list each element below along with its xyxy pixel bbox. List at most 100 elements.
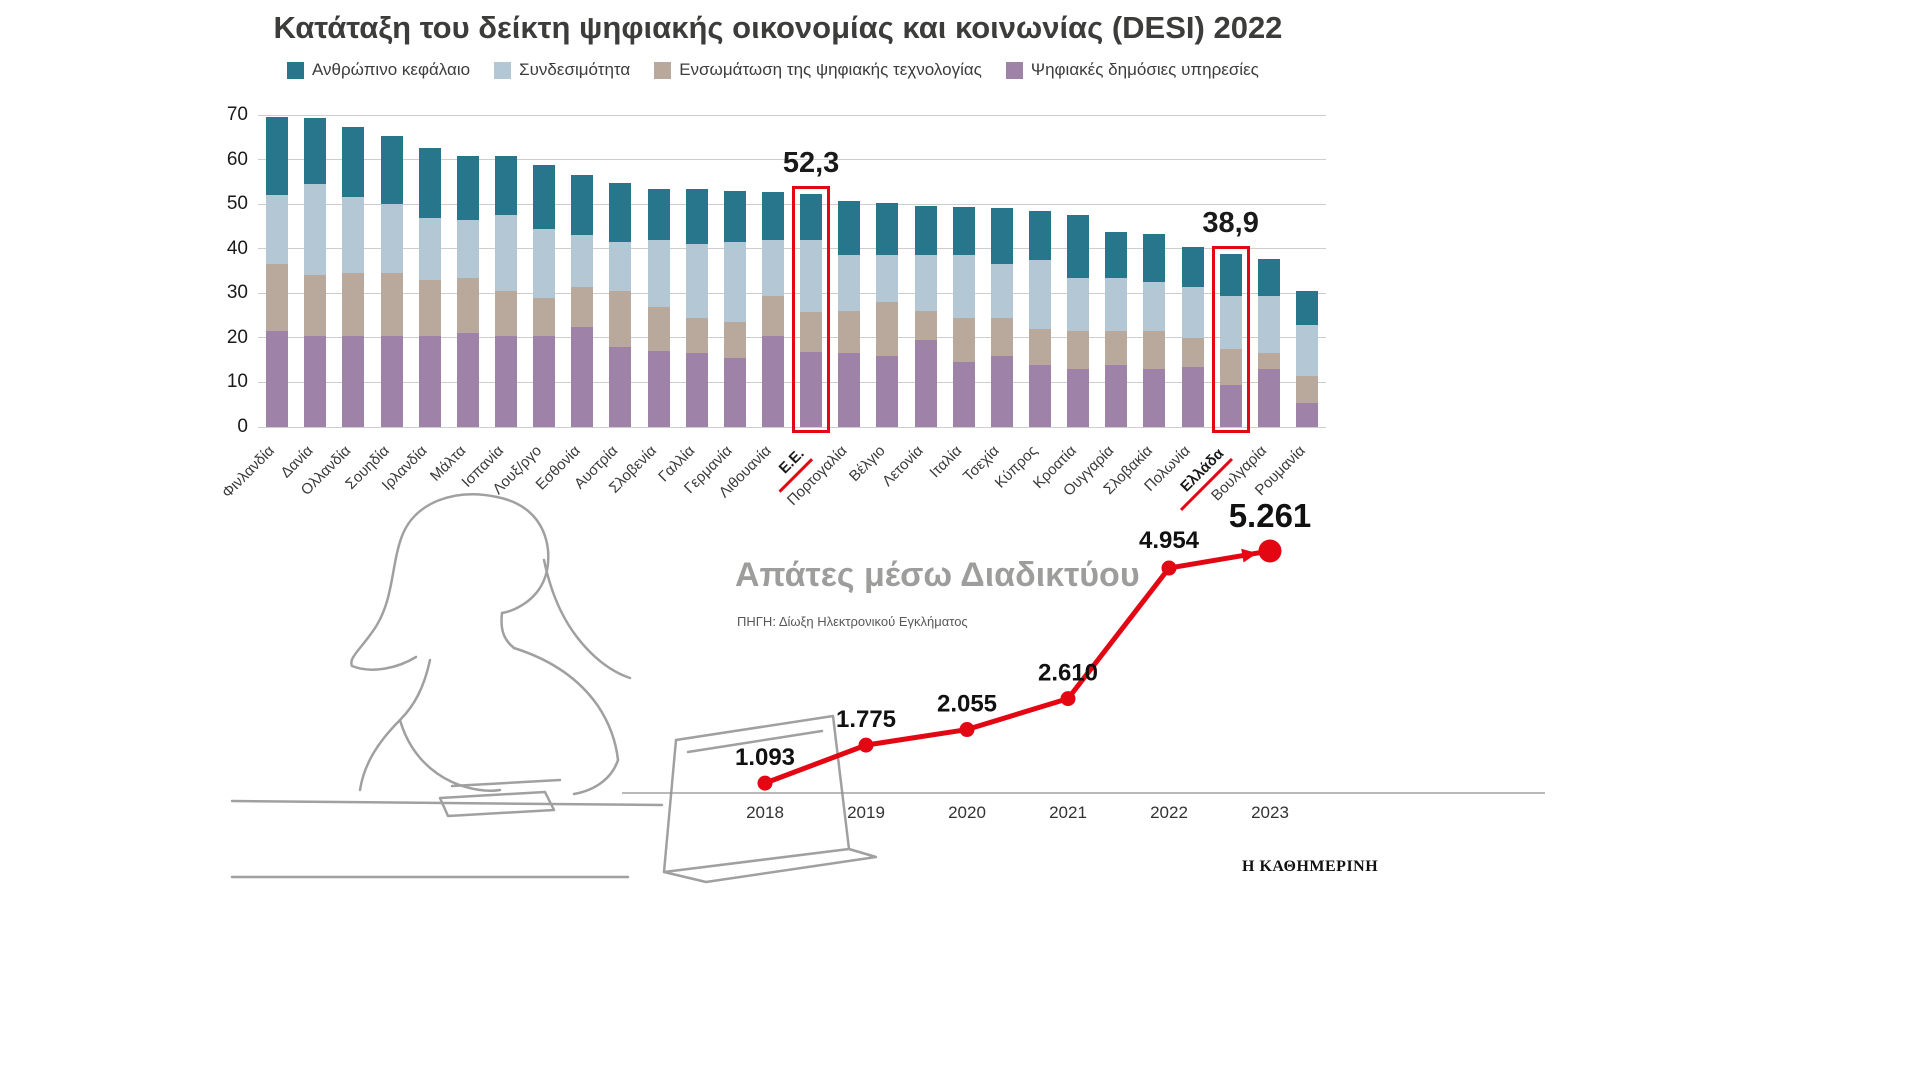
bar-segment (1257, 295, 1280, 354)
bar-segment (304, 184, 327, 276)
data-point (757, 775, 773, 791)
bar-segment (876, 255, 899, 303)
legend-label: Ανθρώπινο κεφάλαιο (312, 60, 471, 79)
year-label: 2020 (948, 803, 986, 822)
bar-segment (380, 204, 403, 274)
bar-segment (380, 335, 403, 427)
bar-segment (418, 335, 441, 427)
bar-segment (494, 335, 517, 427)
bar-segment (1028, 259, 1051, 329)
bar-segment (876, 355, 899, 427)
bar-segment (533, 164, 556, 229)
bar-segment (1295, 290, 1318, 325)
data-point (1060, 691, 1076, 707)
bar-segment (609, 346, 632, 427)
bar-segment (685, 353, 708, 427)
bar-segment (1143, 282, 1166, 332)
bar-segment (647, 239, 670, 307)
bar-segment (571, 286, 594, 327)
bar-segment (1067, 369, 1090, 427)
y-tick-label: 10 (226, 371, 248, 393)
year-label: 2021 (1049, 803, 1087, 822)
bar-segment (494, 291, 517, 336)
bar-segment (1067, 277, 1090, 332)
bar-segment (800, 312, 823, 353)
bar-segment (1105, 364, 1128, 427)
bar-segment (723, 357, 746, 427)
bar-segment (1143, 233, 1166, 283)
annotation-value: 38,9 (1202, 206, 1259, 239)
bar-segment (800, 239, 823, 313)
desi-chart-title: Κατάταξη του δείκτη ψηφιακής οικονομίας … (273, 10, 1283, 45)
bar-segment (571, 175, 594, 236)
gridline (258, 114, 1326, 116)
legend-swatch-icon (494, 61, 512, 79)
bar-segment (304, 335, 327, 427)
newspaper-logo: Η ΚΑΘΗΜΕΡΙΝΗ (1242, 858, 1379, 875)
bar-segment (723, 322, 746, 358)
bar-segment (1219, 253, 1242, 296)
bar-segment (609, 183, 632, 243)
bar-segment (914, 311, 937, 341)
bar-segment (838, 200, 861, 256)
bar-segment (685, 317, 708, 354)
bar-segment (761, 295, 784, 336)
bar-segment (266, 264, 289, 332)
gridline (258, 381, 1326, 383)
year-label: 2019 (847, 803, 885, 822)
data-point-value: 1.093 (735, 744, 795, 771)
bar-segment (647, 306, 670, 352)
bar-segment (685, 189, 708, 245)
bar-segment (609, 291, 632, 347)
bar-segment (990, 264, 1013, 318)
bar-segment (876, 202, 899, 256)
gridline (258, 159, 1326, 161)
bar-segment (1143, 369, 1166, 427)
bar-segment (1257, 369, 1280, 427)
bar-segment (1219, 384, 1242, 427)
highlight-box (1211, 245, 1250, 433)
bar-segment (1028, 211, 1051, 260)
desi-bar-chart: 0 10 20 30 40 50 60 70 Φινλανδία Δανία Ολλανδία Σου… (219, 104, 1326, 511)
bar-segment (1257, 258, 1280, 296)
desi-legend: Ανθρώπινο κεφάλαιο Συνδεσιμότητα Ενσωμάτωσ… (287, 60, 1259, 80)
bar-segment (456, 277, 479, 334)
bar-segment (342, 197, 365, 274)
bar-segment (1028, 328, 1051, 365)
bar-segment (304, 118, 327, 185)
bar-segment (418, 147, 441, 218)
bar-segment (838, 255, 861, 312)
legend-label: Ενσωμάτωση της ψηφιακής τεχνολογίας (679, 60, 982, 79)
gridline (258, 337, 1326, 339)
bar-segment (609, 242, 632, 292)
y-tick-label: 40 (226, 237, 248, 259)
bar-segment (1067, 215, 1090, 278)
gridline (258, 203, 1326, 205)
data-point-value: 1.775 (836, 706, 896, 733)
bar-segment (914, 205, 937, 256)
y-tick-label: 30 (226, 282, 248, 304)
annotation-value: 52,3 (782, 146, 840, 179)
bar-segment (1181, 286, 1204, 338)
legend-swatch-icon (1005, 61, 1023, 79)
bar-segment (761, 192, 784, 240)
bar-segment (952, 362, 975, 427)
bar-segment (952, 255, 975, 318)
data-point-value: 2.055 (937, 691, 997, 718)
bar-segment (800, 193, 823, 240)
bar-segment (571, 235, 594, 287)
bar-segment (533, 228, 556, 298)
y-tick-label: 0 (237, 416, 248, 437)
bar-segment (1105, 231, 1128, 278)
bar-segment (952, 207, 975, 256)
bar-segment (418, 217, 441, 280)
bar-segment (723, 242, 746, 323)
year-label: 2018 (746, 803, 784, 822)
data-point (1161, 560, 1177, 576)
bar-segment (266, 195, 289, 265)
bar-segment (1295, 324, 1318, 376)
bar-segment (1028, 364, 1051, 427)
legend-label: Συνδεσιμότητα (519, 60, 631, 79)
y-tick-label: 60 (226, 148, 248, 170)
bar-segment (647, 189, 670, 240)
